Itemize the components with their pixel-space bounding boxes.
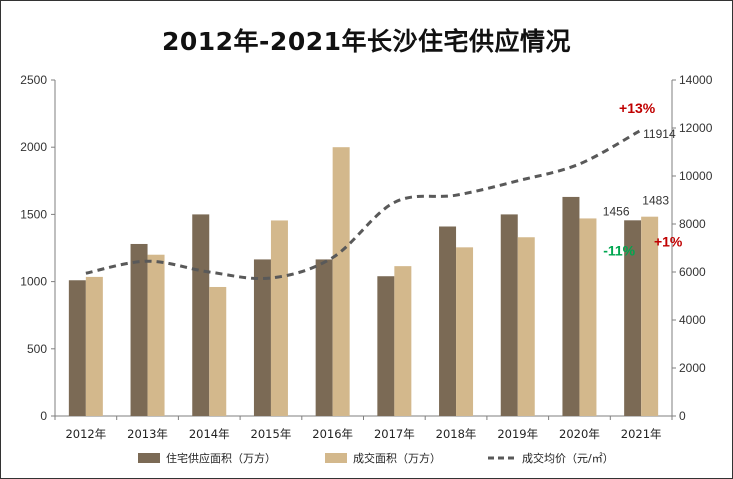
bar-transaction xyxy=(641,216,659,416)
left-tick-label: 500 xyxy=(27,342,47,356)
price-series-line xyxy=(85,128,642,281)
bars xyxy=(68,147,659,416)
right-tick-label: 8000 xyxy=(679,217,706,231)
legend-label-transaction: 成交面积（万方） xyxy=(353,451,441,465)
bar-supply xyxy=(439,226,457,416)
left-tick-label: 0 xyxy=(40,409,47,423)
data-label-transaction-2021: 1483 xyxy=(642,194,669,208)
data-label-supply-2021: 1456 xyxy=(603,204,630,218)
x-tick-label: 2014年 xyxy=(189,427,230,441)
left-tick-label: 1000 xyxy=(20,275,47,289)
x-tick-label: 2012年 xyxy=(65,427,106,441)
bar-transaction xyxy=(332,147,350,416)
right-tick-label: 12000 xyxy=(679,121,713,135)
left-tick-label: 2000 xyxy=(20,140,47,154)
x-tick-label: 2018年 xyxy=(436,427,477,441)
legend-label-price: 成交均价（元/㎡） xyxy=(522,451,614,465)
right-tick-label: 4000 xyxy=(679,313,706,327)
bar-supply xyxy=(253,259,271,416)
bar-transaction xyxy=(394,266,412,416)
x-tick-label: 2015年 xyxy=(251,427,292,441)
bar-transaction xyxy=(456,247,474,416)
x-tick-label: 2021年 xyxy=(621,427,662,441)
bar-supply xyxy=(562,196,580,416)
chart-title: 2012年-2021年长沙住宅供应情况 xyxy=(161,27,572,56)
data-label-price-2021: 11914 xyxy=(643,127,676,141)
bar-supply xyxy=(624,220,642,416)
right-tick-label: 6000 xyxy=(679,265,706,279)
x-tick-label: 2017年 xyxy=(374,427,415,441)
legend-swatch-supply xyxy=(138,453,160,463)
x-tick-label: 2019年 xyxy=(497,427,538,441)
x-tick-label: 2013年 xyxy=(127,427,168,441)
annotation-price-change: +13% xyxy=(619,100,656,116)
bar-transaction xyxy=(270,220,288,416)
right-tick-label: 14000 xyxy=(679,73,713,87)
bar-supply xyxy=(315,259,333,416)
legend-label-supply: 住宅供应面积（万方） xyxy=(166,451,276,465)
x-tick-label: 2016年 xyxy=(312,427,353,441)
bar-supply xyxy=(68,280,86,416)
bar-transaction xyxy=(209,286,227,416)
price-line xyxy=(85,128,642,281)
right-tick-label: 2000 xyxy=(679,361,706,375)
right-tick-label: 0 xyxy=(679,409,686,423)
legend-swatch-transaction xyxy=(325,453,347,463)
left-tick-label: 2500 xyxy=(20,73,47,87)
legend: 住宅供应面积（万方） 成交面积（万方） 成交均价（元/㎡） xyxy=(138,451,614,465)
bar-transaction xyxy=(147,254,165,416)
bar-transaction xyxy=(517,237,535,416)
bar-supply xyxy=(192,214,210,416)
data-labels: 1456 1483 11914 +13% -11% +1% xyxy=(603,100,683,258)
bar-supply xyxy=(500,214,518,416)
bar-transaction xyxy=(85,276,103,416)
bar-transaction xyxy=(579,218,597,416)
annotation-transaction-change: +1% xyxy=(654,234,683,250)
annotation-supply-change: -11% xyxy=(603,242,635,258)
x-tick-label: 2020年 xyxy=(559,427,600,441)
bar-supply xyxy=(130,243,148,416)
bar-supply xyxy=(377,276,395,416)
right-tick-label: 10000 xyxy=(679,169,713,183)
left-tick-label: 1500 xyxy=(20,207,47,221)
